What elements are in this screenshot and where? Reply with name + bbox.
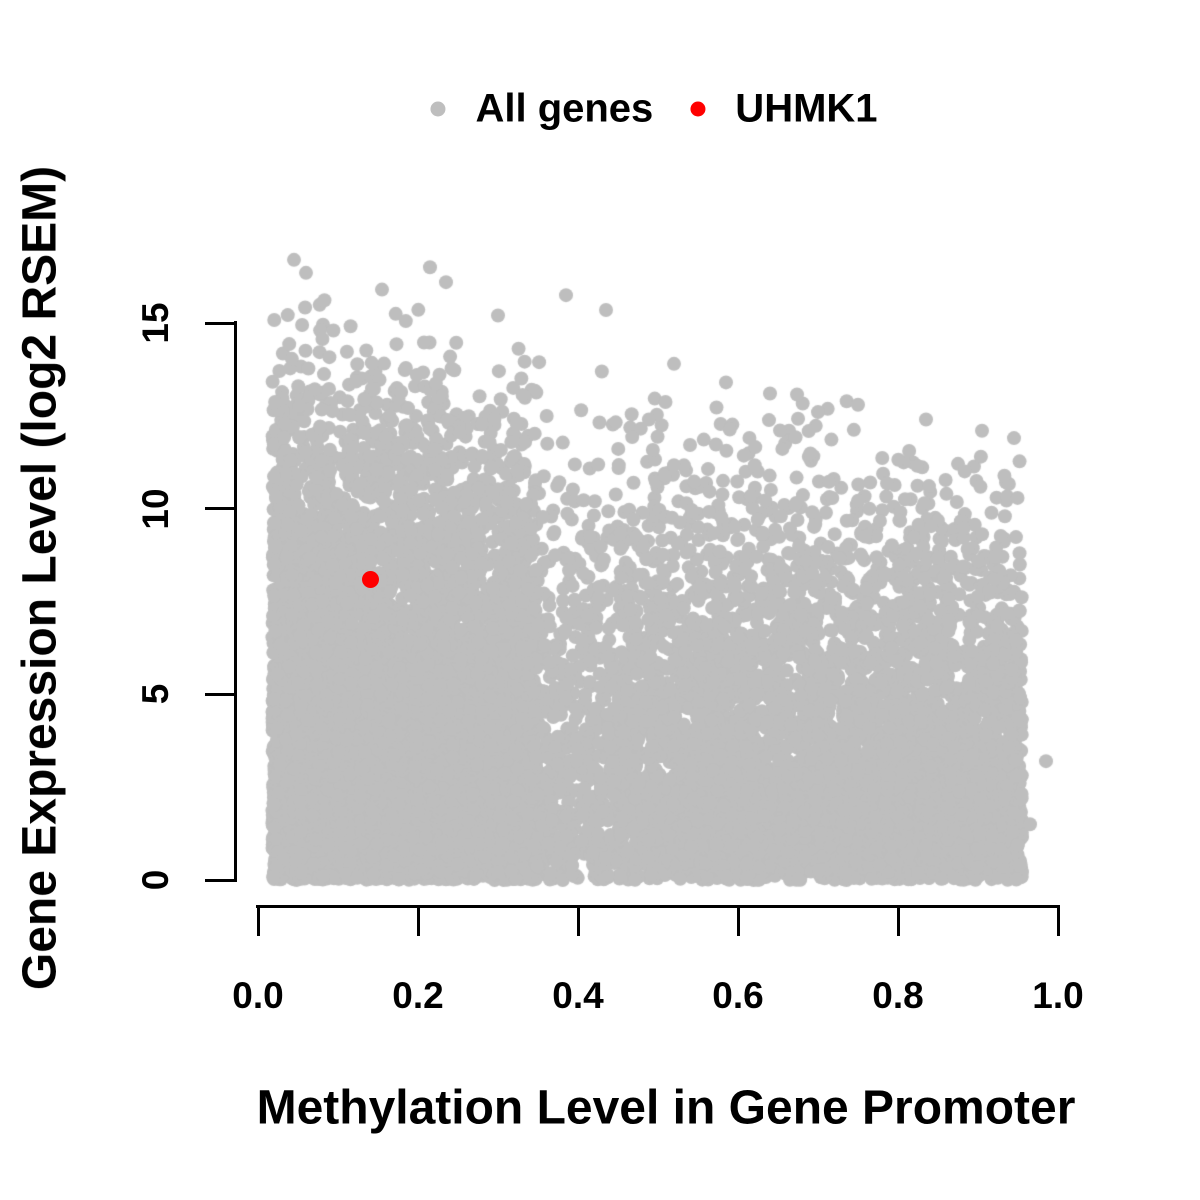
x-axis-line xyxy=(256,905,1060,908)
legend: All genes UHMK1 xyxy=(430,86,878,132)
y-axis-title: Gene Expression Level (log2 RSEM) xyxy=(13,165,67,991)
y-tick-label-0: 0 xyxy=(135,869,176,891)
y-tick-mark-0 xyxy=(205,878,234,882)
y-tick-mark-15 xyxy=(205,321,234,325)
uhmk1-point xyxy=(361,570,379,588)
y-tick-mark-10 xyxy=(205,507,234,511)
x-tick-label-0.2: 0.2 xyxy=(392,975,444,1016)
x-tick-mark-0.2 xyxy=(416,905,420,936)
x-tick-mark-0.8 xyxy=(896,905,900,936)
uhmk1-marker-icon xyxy=(690,101,706,117)
y-tick-mark-5 xyxy=(205,692,234,696)
x-tick-label-0.4: 0.4 xyxy=(552,975,604,1016)
y-tick-label-5: 5 xyxy=(135,684,176,705)
y-tick-label-15: 15 xyxy=(135,302,176,344)
x-tick-label-1.0: 1.0 xyxy=(1032,975,1084,1016)
x-tick-mark-0.4 xyxy=(576,905,580,936)
legend-label-all-genes: All genes xyxy=(475,86,654,131)
x-tick-mark-0.0 xyxy=(256,905,260,936)
y-tick-label-10: 10 xyxy=(135,488,176,530)
x-axis-title: Methylation Level in Gene Promoter xyxy=(256,1081,1076,1135)
x-tick-mark-0.6 xyxy=(736,905,740,936)
x-tick-label-0.0: 0.0 xyxy=(232,975,284,1016)
legend-label-uhmk1: UHMK1 xyxy=(735,86,878,131)
x-tick-label-0.8: 0.8 xyxy=(872,975,924,1016)
y-axis-line xyxy=(234,321,237,882)
x-tick-mark-1.0 xyxy=(1056,905,1060,936)
all-genes-marker-icon xyxy=(430,101,446,117)
x-tick-label-0.6: 0.6 xyxy=(712,975,764,1016)
